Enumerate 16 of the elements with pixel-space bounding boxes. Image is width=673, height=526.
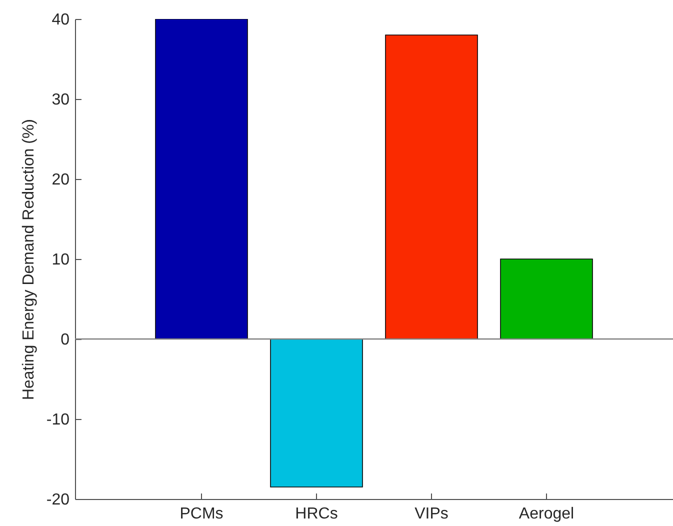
y-tick-label: -20 <box>46 492 70 508</box>
bar <box>385 34 478 340</box>
y-tick-label: -10 <box>46 412 70 428</box>
y-tick-label: 20 <box>52 172 70 188</box>
bar <box>155 19 248 340</box>
x-tick-label: PCMs <box>180 506 224 522</box>
y-tick-label: 30 <box>52 92 70 108</box>
y-tick-label: 10 <box>52 252 70 268</box>
y-axis-title: Heating Energy Demand Reduction (%) <box>20 118 38 400</box>
y-tick-label: 0 <box>60 332 70 348</box>
bar <box>270 338 363 488</box>
x-tick-label: VIPs <box>414 506 448 522</box>
y-tick-label: 40 <box>52 12 70 28</box>
x-tick-label: Aerogel <box>518 506 574 522</box>
x-tick-label: HRCs <box>295 506 338 522</box>
bar <box>500 258 593 340</box>
